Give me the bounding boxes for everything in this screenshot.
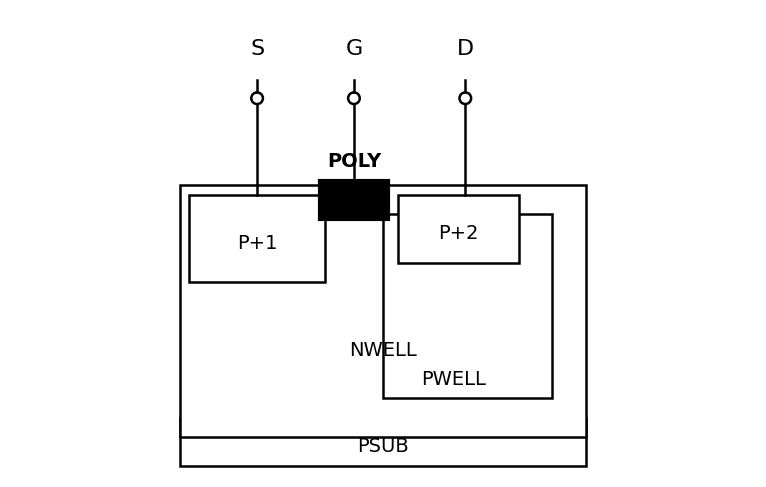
Bar <box>179 186 587 437</box>
Bar <box>320 181 388 219</box>
Text: P+2: P+2 <box>438 225 478 244</box>
Text: P+1: P+1 <box>237 234 277 253</box>
Bar <box>398 195 519 263</box>
Text: NWELL: NWELL <box>349 340 417 359</box>
Bar <box>383 214 552 398</box>
Bar <box>189 195 325 282</box>
Text: PWELL: PWELL <box>421 370 486 389</box>
Text: S: S <box>250 39 264 59</box>
Text: D: D <box>457 39 474 59</box>
Text: POLY: POLY <box>327 152 381 171</box>
Bar <box>179 418 587 466</box>
Text: G: G <box>345 39 362 59</box>
Text: PSUB: PSUB <box>357 437 409 456</box>
